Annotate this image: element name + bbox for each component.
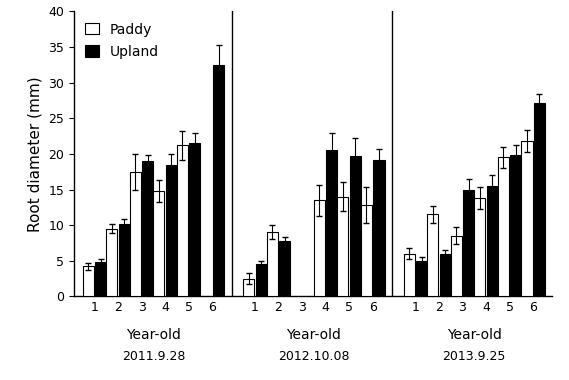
Text: Year-old: Year-old xyxy=(126,328,181,342)
Bar xyxy=(95,262,106,296)
Bar xyxy=(130,172,141,296)
Y-axis label: Root diameter (mm): Root diameter (mm) xyxy=(28,76,43,232)
Bar xyxy=(142,161,153,296)
Bar xyxy=(83,266,94,296)
Bar xyxy=(403,254,415,296)
Bar xyxy=(255,264,267,296)
Bar xyxy=(416,261,427,296)
Bar xyxy=(153,191,164,296)
Bar xyxy=(486,186,498,296)
Bar xyxy=(119,224,130,296)
Text: 2013.9.25: 2013.9.25 xyxy=(443,350,506,363)
Bar xyxy=(166,165,177,296)
Bar xyxy=(510,155,521,296)
Bar xyxy=(440,254,451,296)
Bar xyxy=(350,156,361,296)
Bar xyxy=(337,197,348,296)
Legend: Paddy, Upland: Paddy, Upland xyxy=(81,18,163,63)
Bar xyxy=(213,65,224,296)
Bar xyxy=(177,146,188,296)
Bar xyxy=(314,200,325,296)
Bar xyxy=(326,150,337,296)
Bar xyxy=(521,141,533,296)
Bar xyxy=(361,205,372,296)
Bar xyxy=(243,279,254,296)
Bar xyxy=(463,190,475,296)
Text: 2012.10.08: 2012.10.08 xyxy=(278,350,349,363)
Bar xyxy=(267,232,278,296)
Bar xyxy=(498,157,509,296)
Bar xyxy=(373,160,385,296)
Text: 2011.9.28: 2011.9.28 xyxy=(122,350,185,363)
Bar xyxy=(279,241,290,296)
Bar xyxy=(189,143,200,296)
Bar xyxy=(475,198,485,296)
Bar xyxy=(106,229,117,296)
Text: Year-old: Year-old xyxy=(286,328,341,342)
Bar xyxy=(427,214,438,296)
Bar xyxy=(451,236,462,296)
Bar xyxy=(534,103,545,296)
Text: Year-old: Year-old xyxy=(447,328,502,342)
